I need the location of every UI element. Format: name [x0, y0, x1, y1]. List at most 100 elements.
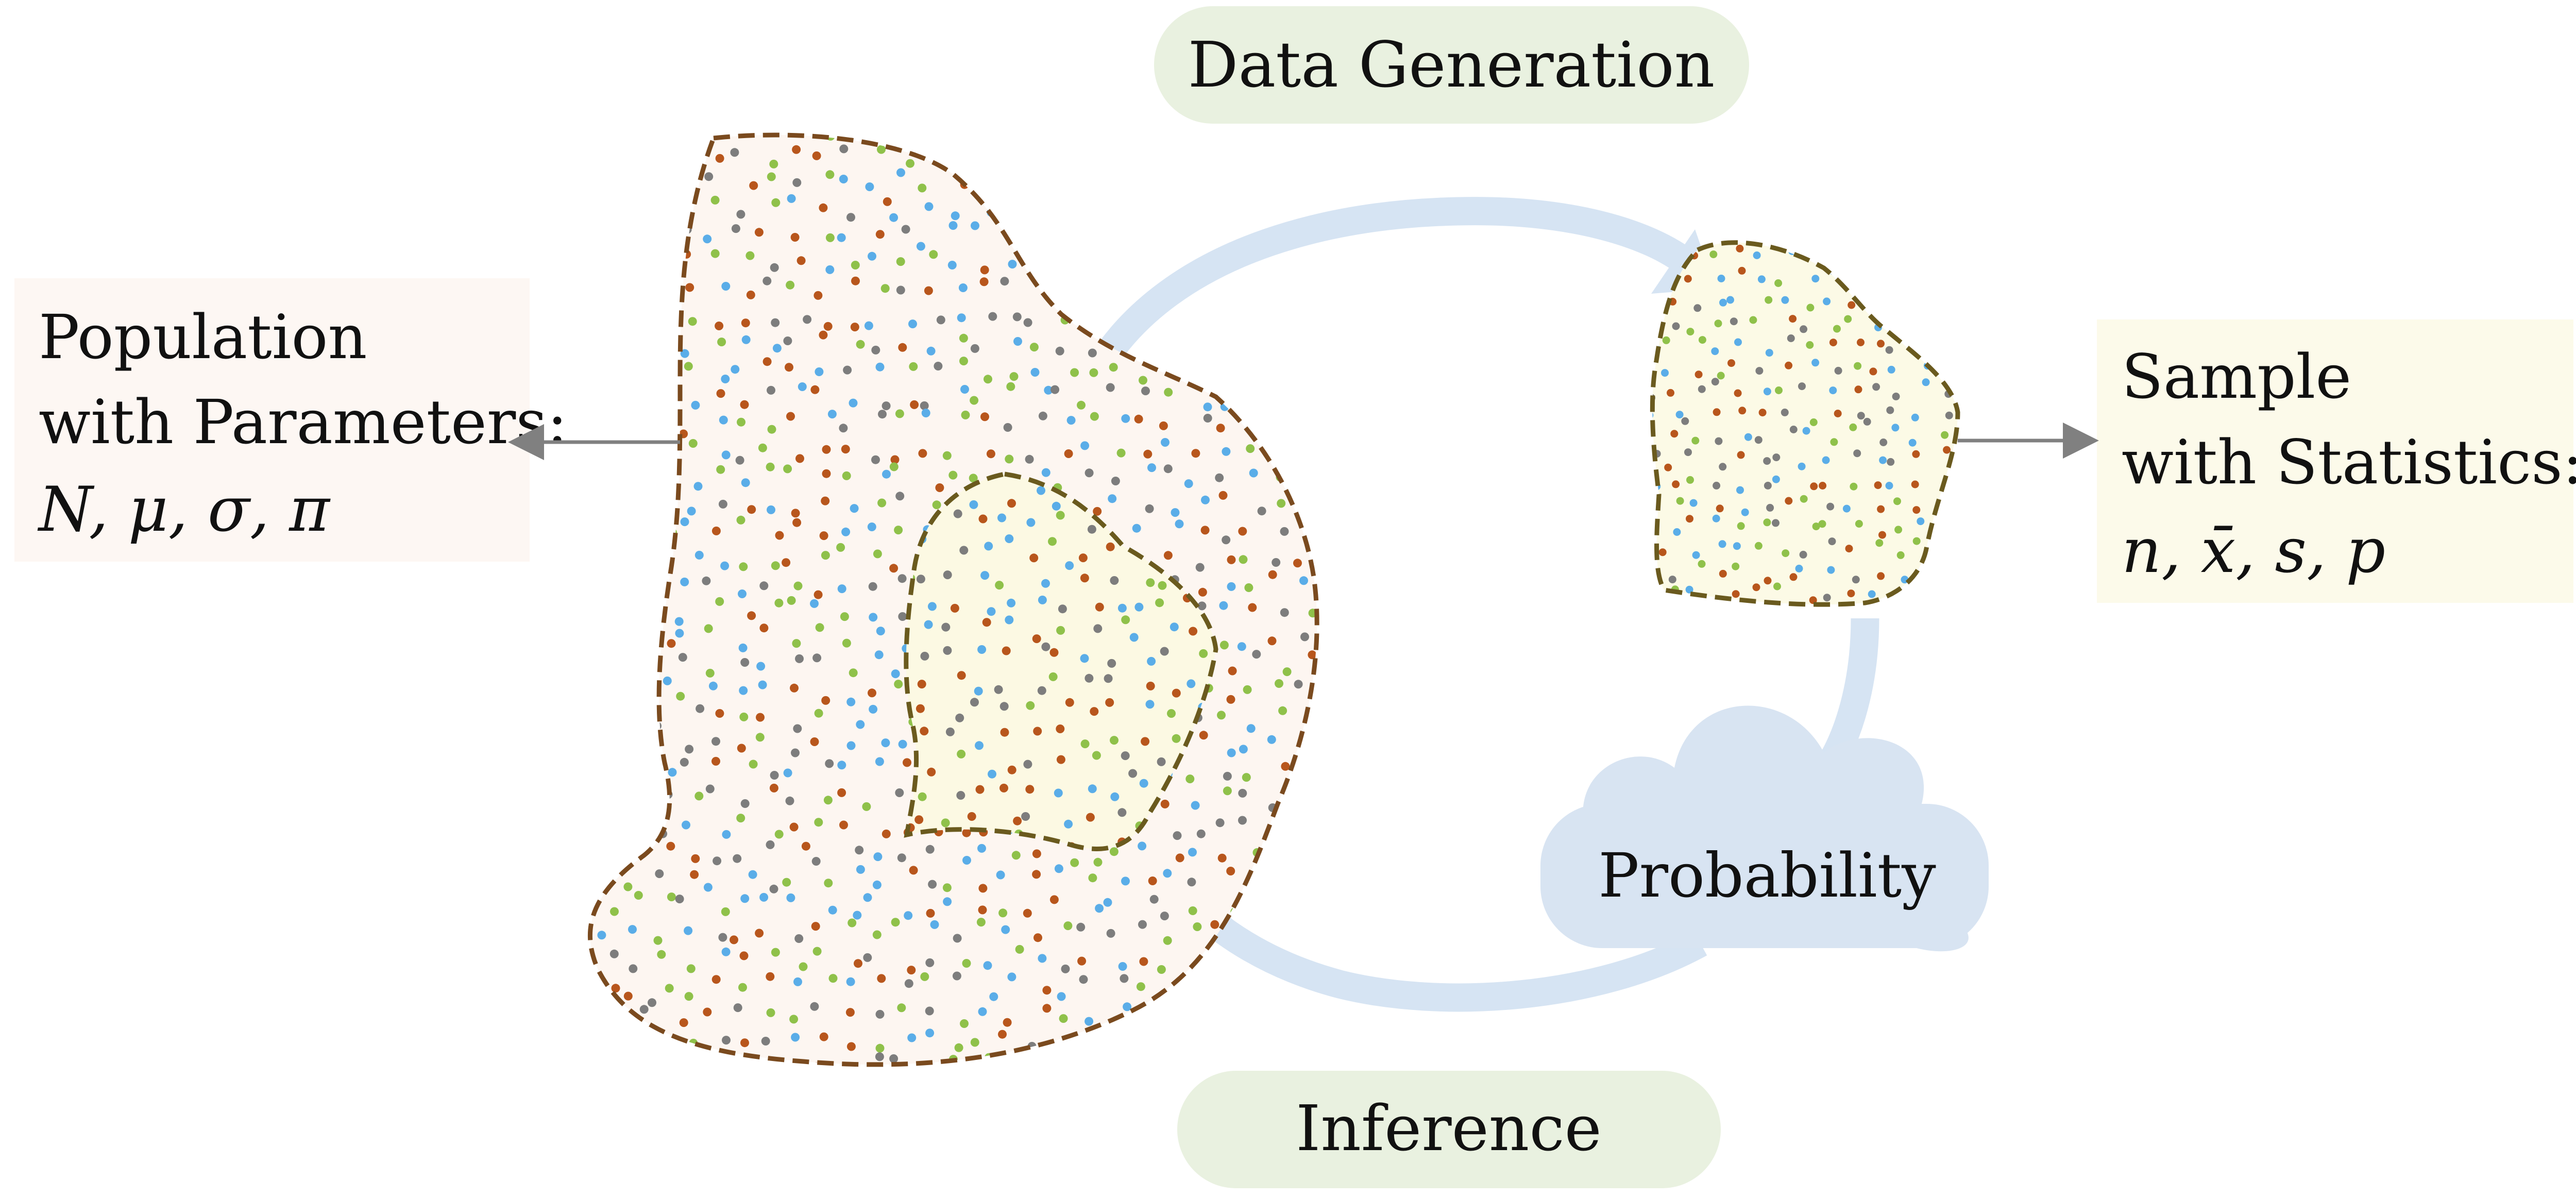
- dot: [614, 762, 623, 771]
- dot: [1064, 1042, 1074, 1051]
- dot: [783, 768, 792, 778]
- dot: [787, 194, 796, 203]
- dot: [1895, 268, 1904, 277]
- dot: [590, 853, 597, 863]
- dot: [737, 744, 746, 753]
- dot: [1822, 456, 1830, 464]
- dot: [639, 267, 649, 276]
- dot: [1138, 920, 1147, 929]
- dot: [916, 704, 925, 713]
- dot: [733, 1003, 742, 1013]
- dot: [733, 854, 742, 863]
- dot: [625, 523, 634, 532]
- dot: [1157, 757, 1166, 766]
- dot: [1941, 431, 1949, 439]
- dot: [1922, 252, 1930, 261]
- dot: [1901, 318, 1909, 326]
- dot: [980, 265, 989, 275]
- dot: [1912, 506, 1921, 514]
- dot: [1123, 1002, 1132, 1011]
- dot: [1195, 563, 1205, 572]
- dot: [982, 122, 991, 131]
- dot: [1117, 808, 1127, 817]
- dot: [814, 709, 823, 718]
- dot: [1023, 908, 1032, 918]
- dot: [1215, 818, 1225, 828]
- dot: [969, 500, 978, 509]
- dot: [677, 202, 687, 211]
- dot: [1799, 242, 1807, 250]
- dot: [865, 182, 874, 191]
- dot: [609, 949, 619, 958]
- dot: [1026, 701, 1035, 710]
- dot: [1203, 402, 1212, 412]
- dot: [792, 145, 801, 154]
- dot: [851, 261, 860, 269]
- dot: [897, 574, 907, 583]
- dot: [1115, 1032, 1124, 1041]
- dot: [840, 612, 849, 621]
- dot: [1763, 518, 1771, 527]
- dot: [1754, 436, 1762, 444]
- dot: [623, 837, 632, 846]
- dot: [1163, 869, 1172, 878]
- dot: [1311, 535, 1317, 545]
- dot: [869, 613, 878, 622]
- dot: [951, 211, 960, 221]
- dot: [1943, 446, 1951, 454]
- dot: [1042, 134, 1051, 136]
- dot: [1057, 992, 1066, 1001]
- dot: [1007, 598, 1016, 608]
- dot: [1160, 799, 1170, 808]
- dot: [1249, 468, 1258, 478]
- dot: [1203, 414, 1212, 423]
- dot: [1148, 1009, 1158, 1018]
- dot: [950, 126, 958, 134]
- dot: [1244, 583, 1253, 592]
- dot: [856, 720, 865, 729]
- dot: [771, 198, 781, 207]
- dot: [1007, 972, 1016, 982]
- dot: [688, 317, 697, 326]
- dot: [792, 178, 802, 187]
- dot: [942, 883, 952, 892]
- dot: [1246, 335, 1255, 344]
- dot: [767, 172, 776, 181]
- dot: [785, 796, 794, 805]
- dot: [1218, 321, 1228, 330]
- dot: [1934, 571, 1942, 580]
- dot: [605, 364, 614, 374]
- dot: [1717, 275, 1725, 282]
- dot: [894, 680, 903, 689]
- dot: [1741, 508, 1749, 516]
- dot: [1023, 760, 1032, 769]
- dot: [880, 284, 890, 293]
- dot: [786, 412, 795, 421]
- dot: [1245, 396, 1254, 406]
- dot: [851, 276, 860, 285]
- dot: [1278, 822, 1287, 832]
- dot: [1007, 765, 1016, 774]
- dot: [575, 337, 584, 346]
- dot: [1086, 813, 1095, 822]
- dot: [600, 534, 609, 543]
- dot: [651, 373, 660, 382]
- dot: [1941, 313, 1949, 322]
- dot: [976, 918, 986, 927]
- dot: [1106, 1063, 1115, 1065]
- dot: [1809, 596, 1817, 604]
- dot: [974, 686, 983, 696]
- dot: [1103, 898, 1112, 907]
- dot: [1140, 1030, 1149, 1039]
- dot: [607, 410, 616, 419]
- dot: [748, 870, 757, 879]
- dot: [925, 1029, 935, 1038]
- dot: [1818, 520, 1826, 528]
- dot: [1917, 517, 1925, 526]
- dot: [822, 445, 831, 454]
- dot: [929, 250, 938, 259]
- dot: [1311, 134, 1317, 144]
- dot: [578, 180, 587, 189]
- dot: [1256, 870, 1265, 880]
- dot: [1676, 497, 1684, 505]
